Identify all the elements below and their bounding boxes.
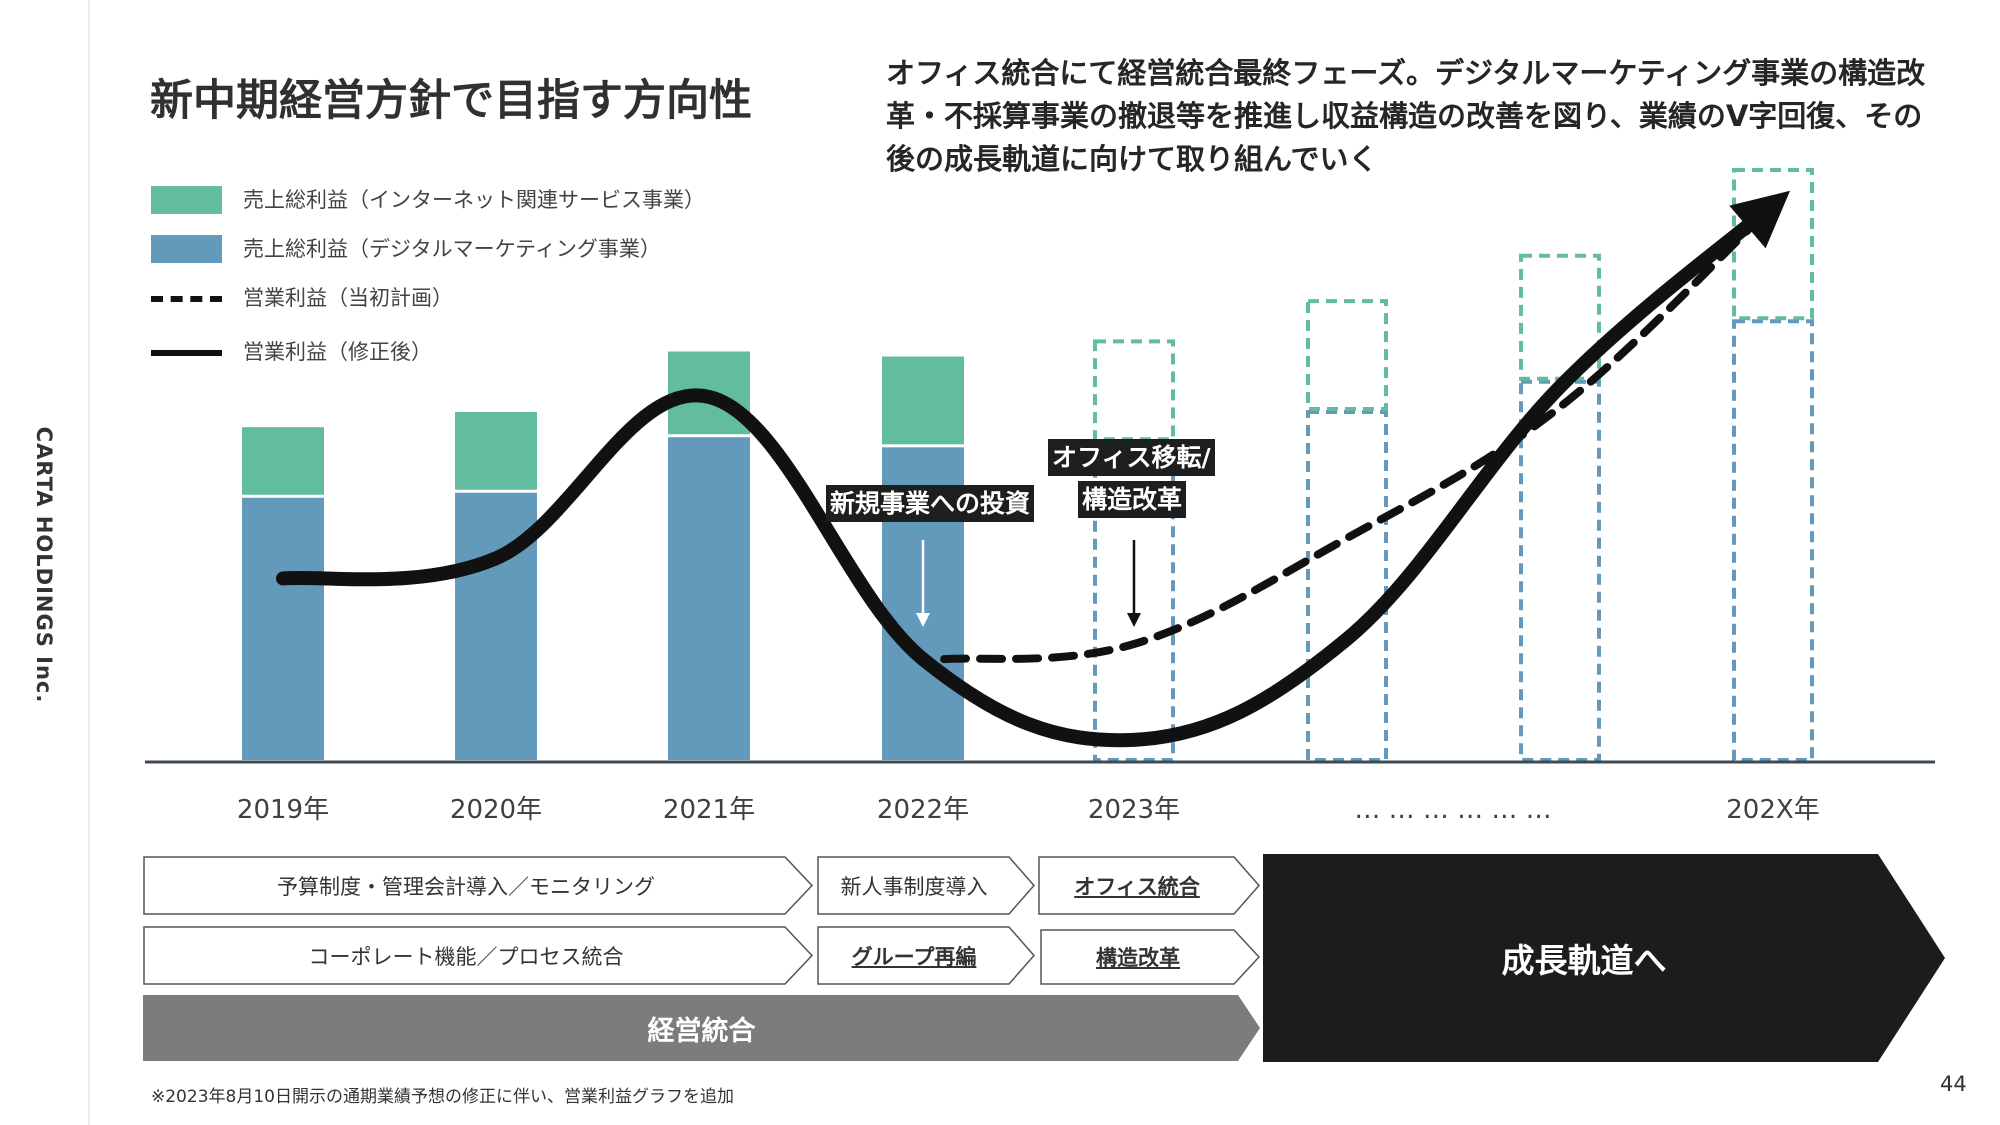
x-tick-label-3: 2022年 — [877, 795, 969, 825]
bar-digital-7 — [1732, 319, 1814, 762]
step-label: 経営統合 — [647, 1015, 756, 1047]
line-revised — [276, 190, 1791, 748]
callout-arrowhead-0 — [916, 613, 930, 627]
x-tick-label-1: 2020年 — [450, 795, 542, 825]
x-tick-label-0: 2019年 — [237, 795, 329, 825]
callout-arrowhead-1 — [1127, 613, 1141, 627]
callout-office-move: オフィス移転/ — [1048, 439, 1215, 476]
bar-digital-5 — [1306, 410, 1388, 762]
page-title: 新中期経営方針で目指す方向性 — [150, 76, 752, 126]
line-plan — [940, 201, 1777, 664]
bar-internet-0 — [242, 427, 324, 495]
headline-text: オフィス統合にて経営統合最終フェーズ。デジタルマーケティング事業の構造改革・不採… — [886, 56, 1926, 176]
timeline-base-integration: 経営統合 — [143, 995, 1260, 1061]
x-tick-label-5: … … … … … … — [1354, 795, 1551, 825]
bar-internet-5 — [1306, 299, 1388, 412]
callout-new-business: 新規事業への投資 — [826, 485, 1035, 522]
legend-solid-line — [151, 350, 222, 356]
bar-digital-0 — [242, 497, 324, 760]
x-tick-label-7: 202X年 — [1726, 795, 1819, 825]
timeline-step-office: オフィス統合 — [1038, 856, 1260, 915]
tick-labels: 2019年 2020年 2021年 2022年 2023年 … … … … … … 202X… — [237, 795, 1820, 825]
sidebar: CARTA HOLDINGS Inc. — [0, 0, 90, 1125]
step-label: 新人事制度導入 — [840, 874, 988, 899]
lines-group — [276, 190, 1791, 748]
timeline-step-restructure: 構造改革 — [1040, 929, 1261, 985]
footnote: ※2023年8月10日開示の通期業績予想の修正に伴い、営業利益グラフを追加 — [151, 1087, 734, 1107]
step-label: コーポレート機能／プロセス統合 — [308, 944, 624, 969]
legend-swatch-digital — [151, 235, 222, 263]
step-label: オフィス統合 — [1074, 874, 1200, 899]
bar-internet-4 — [1093, 339, 1175, 442]
step-label: 成長軌道へ — [1501, 941, 1667, 980]
bar-digital-6 — [1519, 379, 1601, 762]
legend-label: 売上総利益（デジタルマーケティング事業） — [243, 237, 661, 261]
page-number: 44 — [1940, 1072, 1967, 1096]
bar-internet-7 — [1732, 167, 1814, 321]
legend-swatch-internet — [151, 186, 222, 214]
legend-label: 営業利益（当初計画） — [243, 286, 453, 310]
timeline-step-budget: 予算制度・管理会計導入／モニタリング — [143, 856, 814, 915]
legend-dash-line — [151, 296, 222, 302]
bars-group — [242, 167, 1814, 762]
x-tick-label-4: 2023年 — [1088, 795, 1180, 825]
timeline-step-corporate: コーポレート機能／プロセス統合 — [143, 926, 814, 985]
step-label: 予算制度・管理会計導入／モニタリング — [277, 874, 655, 899]
timeline-step-hr: 新人事制度導入 — [817, 856, 1035, 915]
timeline-final-growth: 成長軌道へ — [1263, 854, 1945, 1062]
step-label: 構造改革 — [1096, 946, 1180, 970]
bar-digital-2 — [668, 437, 750, 760]
step-label: グループ再編 — [851, 944, 977, 969]
bar-internet-1 — [455, 412, 537, 490]
legend-label: 売上総利益（インターネット関連サービス事業） — [243, 188, 705, 212]
legend-label: 営業利益（修正後） — [243, 340, 432, 364]
timeline-step-group: グループ再編 — [817, 926, 1035, 985]
callout-restructure: 構造改革 — [1078, 481, 1187, 518]
bar-internet-3 — [882, 356, 964, 445]
x-tick-label-2: 2021年 — [663, 795, 755, 825]
callout-arrows — [916, 540, 1141, 627]
